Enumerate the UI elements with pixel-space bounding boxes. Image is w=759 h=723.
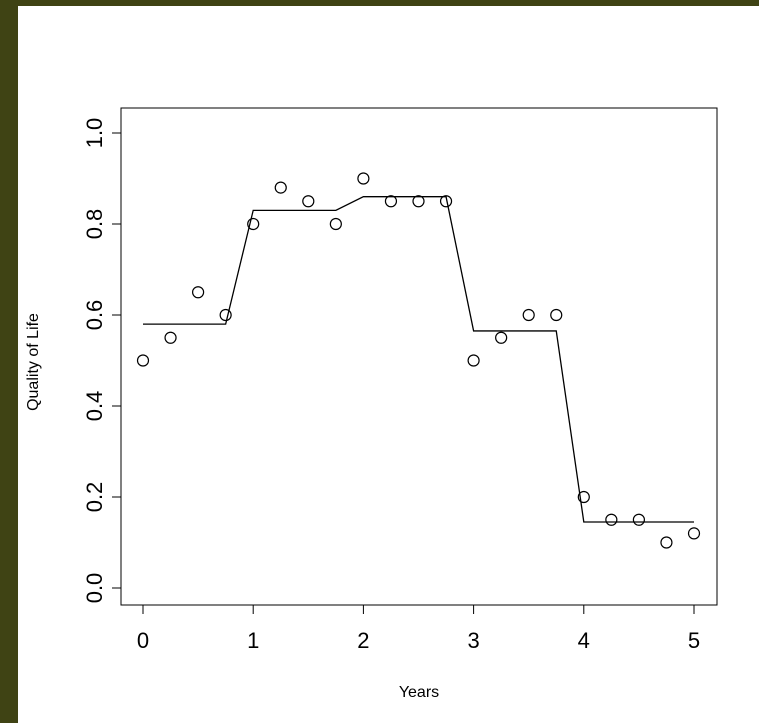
y-axis-title: Quality of Life (25, 313, 42, 411)
data-point (687, 527, 701, 540)
x-tick-label: 3 (467, 628, 479, 653)
data-point (577, 490, 590, 504)
chart: 0.0 0.2 0.4 0.6 0.8 1.0 0 1 2 3 4 5 Years Quality … (25, 107, 718, 701)
x-tick-label: 1 (247, 628, 259, 653)
data-point (495, 331, 508, 344)
data-point (550, 308, 563, 322)
plot-panel: 0.0 0.2 0.4 0.6 0.8 1.0 0 1 2 3 4 5 Years Quality … (18, 6, 759, 723)
y-tick-label: 0.0 (82, 573, 107, 604)
y-axis: 0.0 0.2 0.4 0.6 0.8 1.0 (82, 118, 122, 604)
x-tick-label: 5 (688, 628, 700, 653)
x-tick-label: 0 (137, 628, 149, 653)
x-tick-label: 2 (357, 628, 369, 653)
y-tick-label: 0.6 (82, 300, 107, 331)
data-point (384, 195, 398, 208)
data-point (247, 217, 260, 231)
data-point (219, 308, 232, 322)
fitted-step-line (143, 196, 694, 523)
data-point (329, 217, 342, 231)
x-tick-label: 4 (578, 628, 590, 653)
y-tick-label: 0.2 (82, 482, 107, 513)
x-axis: 0 1 2 3 4 5 (137, 604, 700, 653)
data-point (605, 513, 618, 526)
data-point (164, 331, 177, 344)
data-point (192, 286, 205, 299)
data-point (412, 195, 425, 208)
data-point (632, 513, 646, 526)
data-point (522, 308, 535, 322)
data-point (660, 536, 673, 549)
y-tick-label: 0.8 (82, 209, 107, 240)
data-point (274, 181, 287, 194)
data-point (439, 195, 453, 208)
data-point (136, 354, 150, 367)
x-axis-title: Years (399, 684, 439, 701)
data-point (467, 354, 480, 367)
data-point (357, 172, 370, 185)
y-tick-label: 0.4 (82, 391, 107, 422)
data-point (302, 195, 315, 208)
series-layer (136, 172, 701, 549)
y-tick-label: 1.0 (82, 118, 107, 149)
plot-area-border (120, 107, 718, 606)
